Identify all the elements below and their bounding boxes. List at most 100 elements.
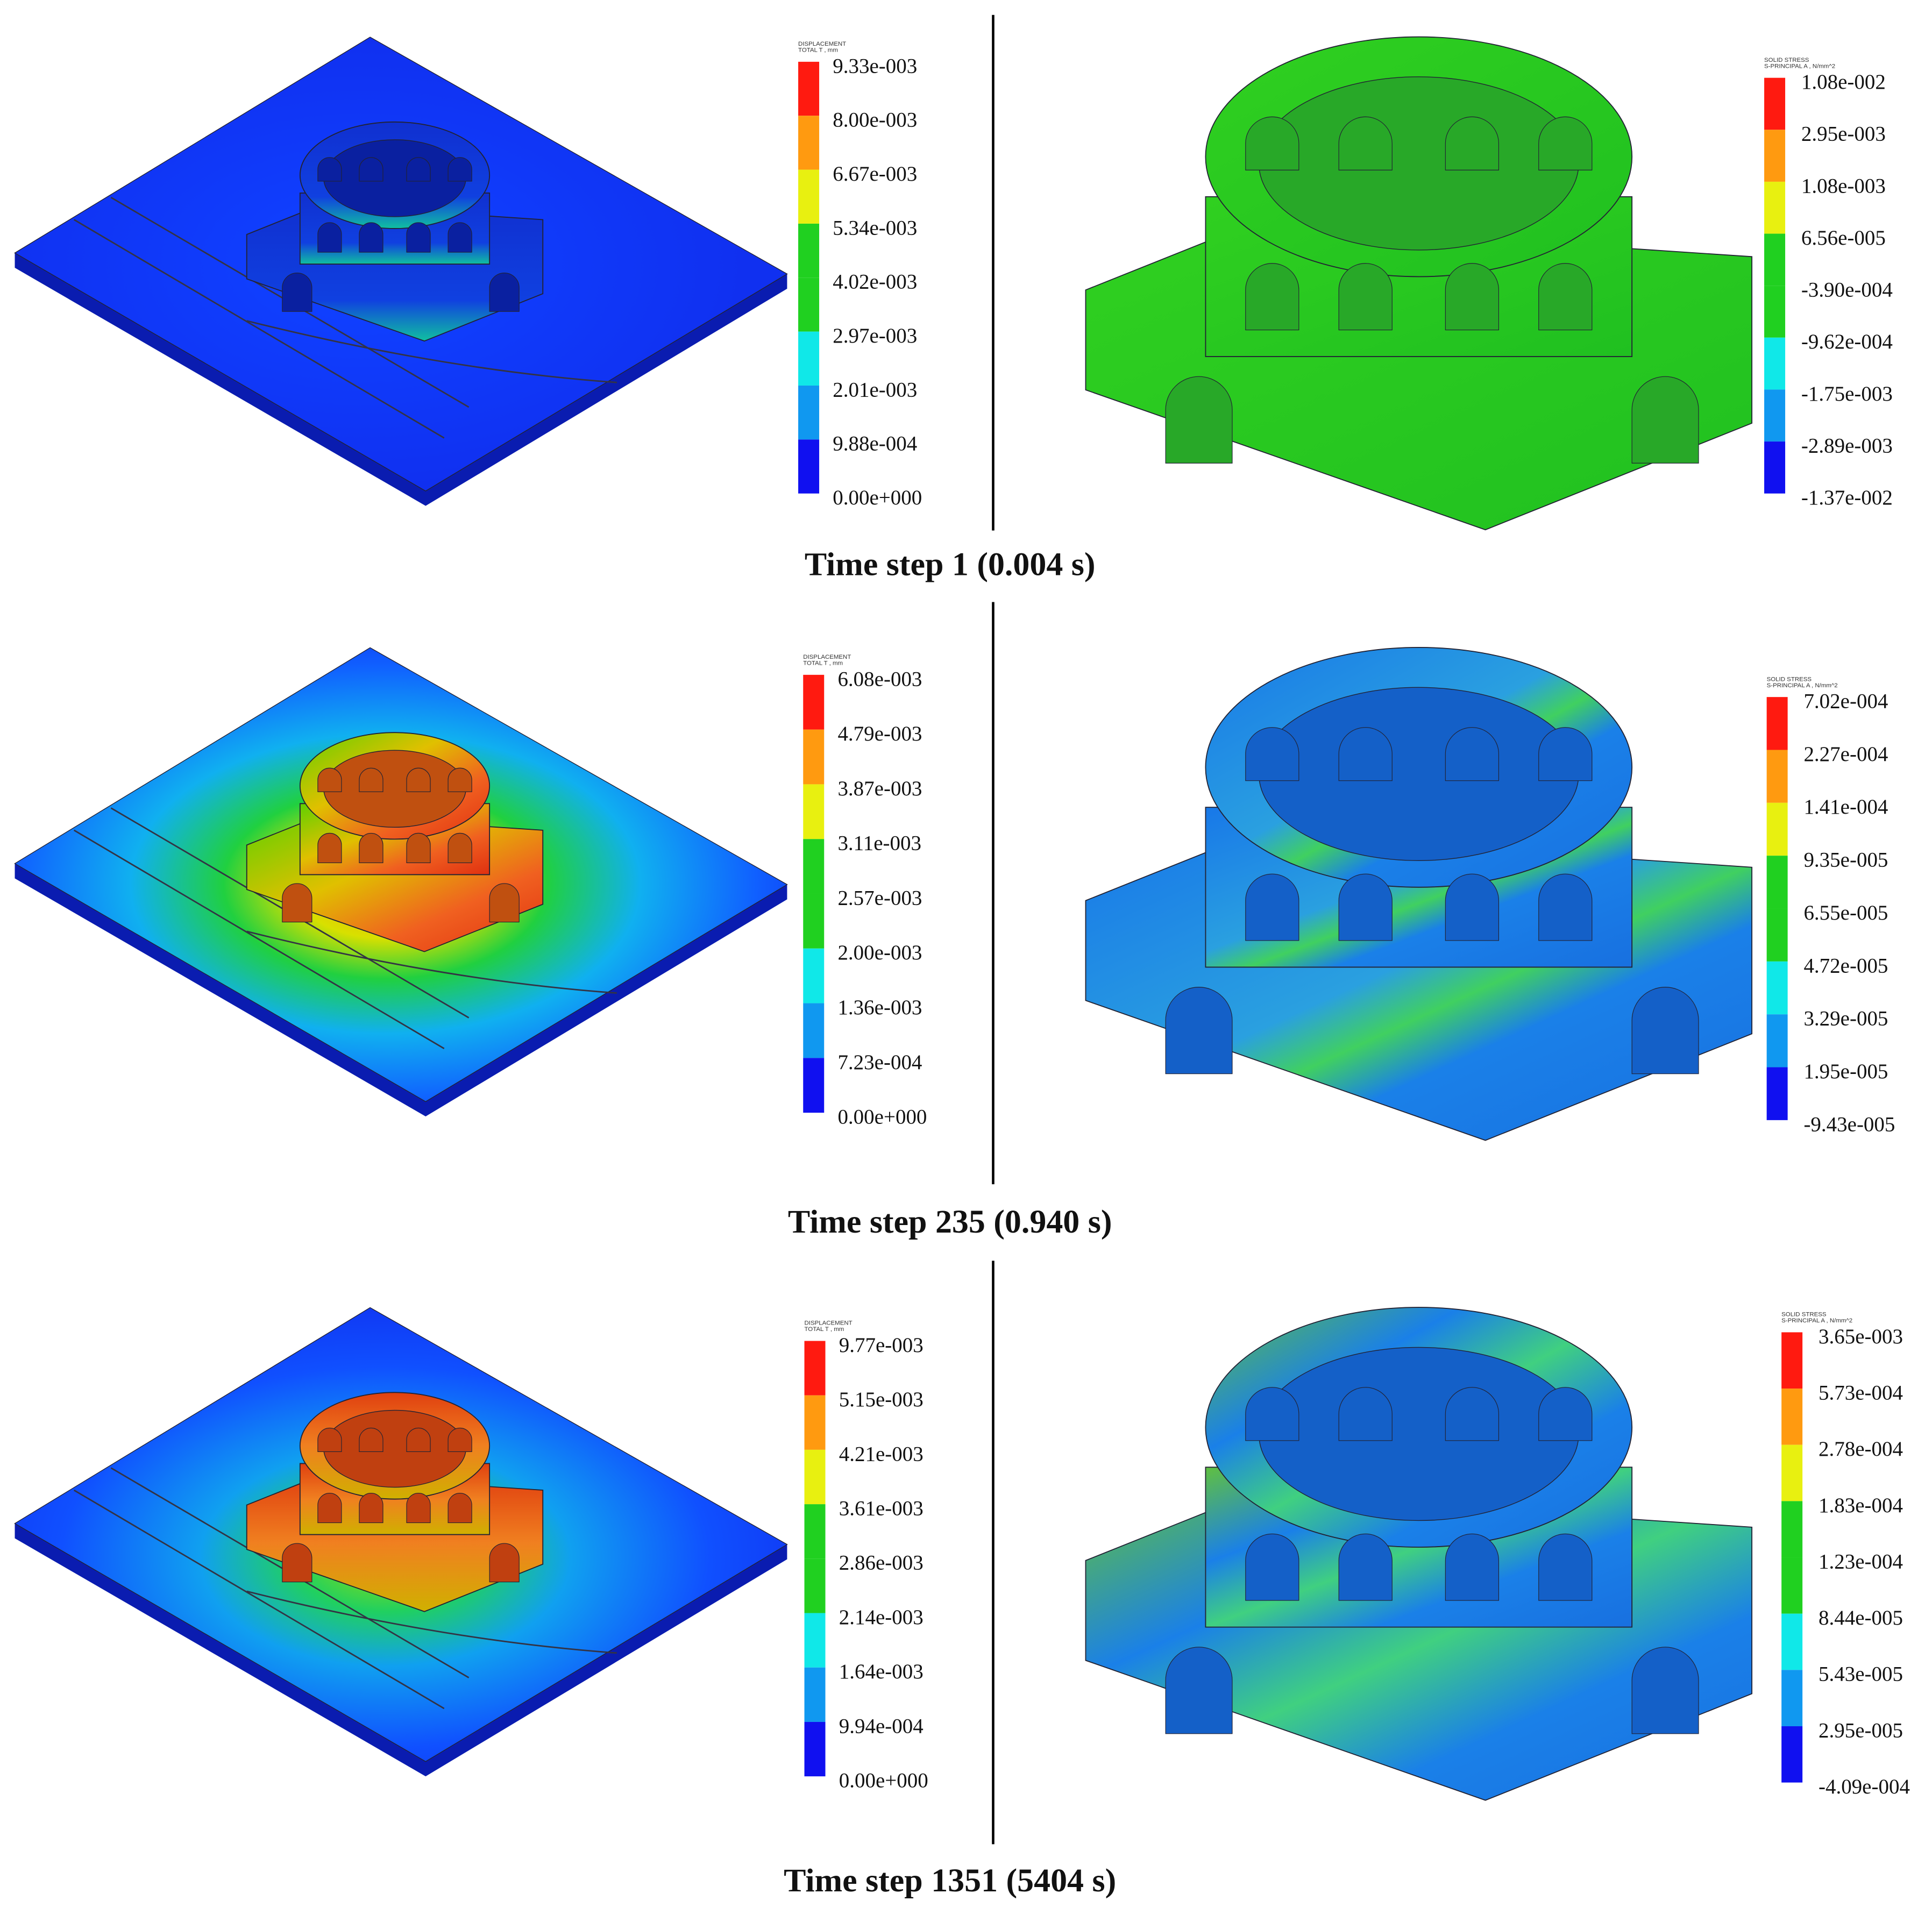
colorbar-label: 6.67e-003 — [833, 162, 917, 186]
colorbar-band — [1766, 1067, 1788, 1120]
colorbar-label: 1.08e-002 — [1801, 70, 1886, 94]
colorbar-label: 1.23e-004 — [1819, 1550, 1903, 1573]
model-arch — [1165, 376, 1233, 464]
colorbar-band — [1781, 1501, 1803, 1558]
colorbar-band — [1766, 802, 1788, 856]
colorbar-band — [1781, 1444, 1803, 1501]
model-dome-hole — [1258, 76, 1579, 251]
colorbar-label: 2.86e-003 — [839, 1551, 924, 1575]
colorbar-band — [798, 223, 820, 278]
model-dome-hole — [1258, 1347, 1579, 1521]
colorbar-header: S-PRINCIPAL A , N/mm^2 — [1764, 63, 1835, 69]
slab-side — [15, 863, 787, 1117]
colorbar-label: 7.23e-004 — [837, 1051, 922, 1074]
caption: Time step 1351 (5404 s) — [784, 1862, 1116, 1899]
model-arch — [406, 222, 431, 253]
colorbar-label: 3.11e-003 — [837, 832, 921, 855]
model-arch — [448, 157, 472, 182]
slab-side — [15, 1523, 787, 1777]
model-arch — [448, 832, 472, 863]
colorbar-band — [803, 729, 825, 785]
colorbar-label: 4.21e-003 — [839, 1442, 924, 1465]
colorbar-label: 0.00e+000 — [833, 486, 922, 509]
model-arch — [406, 832, 431, 863]
colorbar-label: 2.95e-003 — [1801, 123, 1886, 146]
colorbar-band — [1766, 697, 1788, 750]
colorbar-band — [803, 1003, 825, 1058]
colorbar-label: 3.61e-003 — [839, 1497, 924, 1520]
model-arch — [317, 767, 342, 792]
colorbar-band — [804, 1721, 826, 1777]
model-dome-hole — [1258, 687, 1579, 861]
caption: Time step 1 (0.004 s) — [805, 546, 1096, 583]
model-arch — [359, 1427, 383, 1453]
colorbar-label: -4.09e-004 — [1819, 1775, 1910, 1798]
colorbar-band — [804, 1449, 826, 1505]
model-dome-hole — [323, 139, 466, 217]
colorbar-band — [1764, 130, 1786, 182]
model-arch — [489, 1543, 520, 1583]
colorbar-label: 1.64e-003 — [839, 1660, 924, 1683]
colorbar-band — [1781, 1557, 1803, 1614]
model-arch — [1245, 263, 1299, 331]
colorbar-label: 2.57e-003 — [837, 886, 922, 909]
colorbar-label: 2.01e-003 — [833, 378, 917, 401]
colorbar-label: -9.62e-004 — [1801, 330, 1893, 353]
model-arch — [406, 1427, 431, 1453]
model-arch — [448, 1492, 472, 1524]
colorbar-band — [1764, 181, 1786, 234]
colorbar-band — [1764, 286, 1786, 338]
colorbar-band — [798, 331, 820, 386]
model-arch — [1538, 1387, 1593, 1441]
colorbar-band — [1781, 1726, 1803, 1783]
colorbar-label: 2.14e-003 — [839, 1606, 924, 1629]
model-arch — [317, 832, 342, 863]
colorbar-label: -3.90e-004 — [1801, 279, 1893, 302]
colorbar-band — [798, 277, 820, 332]
colorbar-label: 3.65e-003 — [1819, 1325, 1903, 1348]
colorbar-band — [1781, 1332, 1803, 1389]
colorbar-label: 0.00e+000 — [837, 1106, 927, 1129]
colorbar-band — [1781, 1613, 1803, 1670]
caption: Time step 235 (0.940 s) — [788, 1204, 1112, 1240]
model-arch — [1245, 116, 1299, 170]
model-dome-hole — [323, 1410, 466, 1488]
colorbar-label: 3.29e-005 — [1803, 1007, 1888, 1030]
colorbar-band — [803, 839, 825, 894]
model-arch — [359, 157, 383, 182]
model-arch — [1338, 727, 1393, 781]
model-arch — [1445, 263, 1500, 331]
colorbar-label: 2.78e-004 — [1819, 1437, 1903, 1461]
colorbar-band — [803, 1058, 825, 1113]
colorbar-label: 9.35e-005 — [1803, 849, 1888, 872]
colorbar-label: 1.08e-003 — [1801, 174, 1886, 197]
colorbar-label: 1.83e-004 — [1819, 1494, 1903, 1517]
colorbar-label: 0.00e+000 — [839, 1769, 928, 1792]
colorbar-band — [798, 439, 820, 494]
model-arch — [317, 1427, 342, 1453]
model-arch — [317, 222, 342, 253]
colorbar-label: 1.36e-003 — [837, 996, 922, 1019]
colorbar-band — [803, 784, 825, 839]
colorbar-band — [1764, 337, 1786, 390]
model-arch — [448, 1427, 472, 1453]
model-arch — [448, 222, 472, 253]
colorbar-label: 5.15e-003 — [839, 1388, 924, 1411]
model-arch — [1245, 873, 1299, 941]
model-arch — [282, 1543, 312, 1583]
model-arch — [406, 1492, 431, 1524]
model-arch — [406, 157, 431, 182]
colorbar-label: 5.34e-003 — [833, 216, 917, 239]
colorbar-band — [804, 1667, 826, 1722]
colorbar-label: 9.94e-004 — [839, 1714, 924, 1738]
colorbar-header: SOLID STRESS — [1764, 57, 1809, 63]
colorbar-label: -9.43e-005 — [1803, 1113, 1895, 1136]
colorbar-band — [1766, 1014, 1788, 1067]
colorbar-band — [1764, 77, 1786, 130]
model-arch — [489, 272, 520, 312]
model-arch — [359, 832, 383, 863]
colorbar-label: 1.41e-004 — [1803, 795, 1888, 818]
colorbar-band — [1764, 442, 1786, 494]
